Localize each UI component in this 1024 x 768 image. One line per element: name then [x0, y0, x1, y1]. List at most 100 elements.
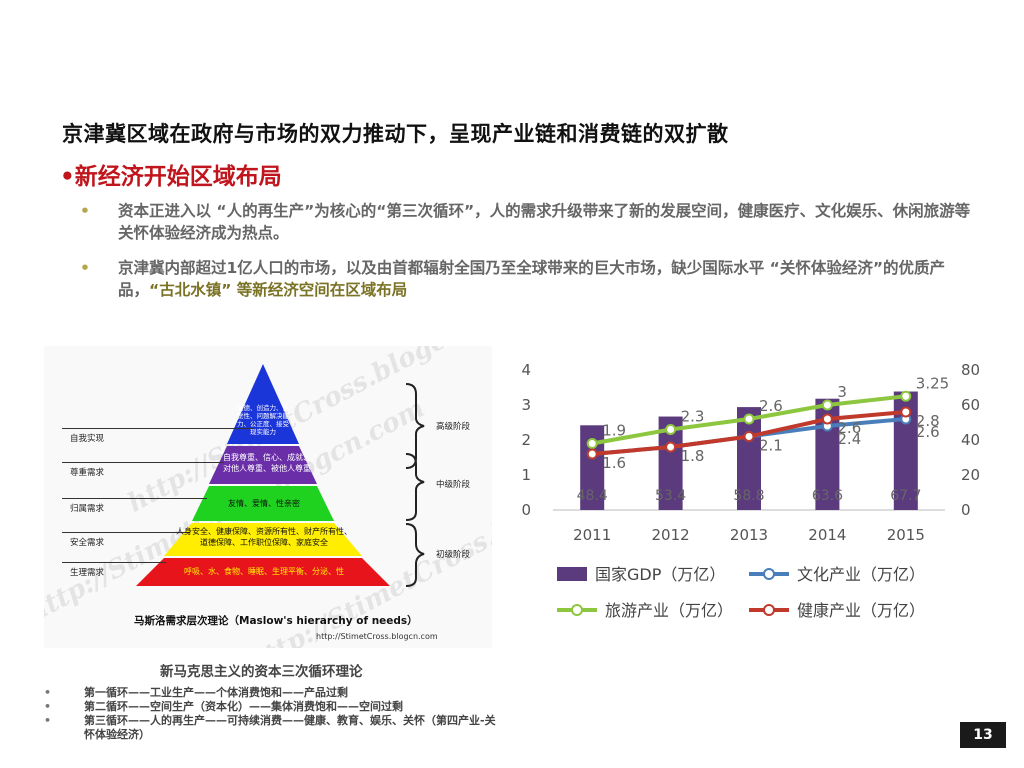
bullet-text: 资本正进入以 “人的再生产”为核心的“第三次循环”，人的需求升级带来了新的发展空… [118, 202, 971, 242]
line-point [900, 406, 912, 418]
theory-item: • 第三循环——人的再生产——可持续消费——健康、教育、娱乐、关怀（第四产业-关怀… [44, 714, 504, 742]
pyramid-level-self-actualization [227, 364, 299, 444]
pyramid-level-physiological [136, 558, 390, 586]
line-label: 2.3 [681, 408, 705, 426]
theory-marker: • [44, 686, 52, 699]
gdp-bar-label: 48.4 [577, 488, 608, 504]
legend-marker-2 [763, 604, 775, 616]
left-axis-tick: 1 [521, 466, 531, 484]
legend-label-0: 文化产业（万亿） [797, 565, 925, 584]
left-axis-tick: 4 [521, 361, 531, 379]
line-point [586, 438, 598, 449]
bullet-item: • 资本正进入以 “人的再生产”为核心的“第三次循环”，人的需求升级带来了新的发… [80, 200, 980, 244]
line-label: 2.4 [837, 430, 861, 448]
legend-marker-0 [763, 568, 775, 580]
theory-list: • 第一循环——工业生产——个体消费饱和——产品过剩 • 第二循环——空间生产（资本… [44, 686, 504, 742]
pyramid-caption: 马斯洛需求层次理论（Maslow's hierarchy of needs） [134, 615, 418, 627]
gdp-bar-label: 53.4 [655, 488, 686, 504]
pyramid-content-esteem: 自我尊重、信心、成就、对他人尊重、被他人尊重 [223, 453, 311, 473]
level-line [162, 428, 254, 429]
gdp-bar-label: 58.8 [733, 488, 764, 504]
legend-label-gdp: 国家GDP（万亿） [595, 565, 725, 584]
line-label: 2.6 [916, 423, 940, 441]
pyramid-content-belonging: 友情、爱情、性亲密 [228, 499, 300, 508]
stage-label-high: 高级阶段 [436, 422, 471, 432]
right-axis-tick: 0 [961, 501, 971, 519]
theory-item-text: 第二循环——空间生产（资本化）——集体消费饱和——空间过剩 [84, 700, 403, 713]
theory-item-text: 第一循环——工业生产——个体消费饱和——产品过剩 [84, 686, 348, 699]
level-name-safety: 安全需求 [62, 532, 162, 552]
page-number: 13 [960, 722, 1006, 748]
line-label: 1.8 [681, 447, 705, 465]
right-axis-tick: 40 [961, 431, 980, 449]
x-axis-tick: 2011 [573, 526, 611, 544]
slide-subtitle: •新经济开始区域布局 [60, 164, 282, 190]
maslow-pyramid-figure: http://StimetCross.blogcn.com http://Sti… [44, 346, 492, 648]
theory-item: • 第一循环——工业生产——个体消费饱和——产品过剩 [44, 686, 504, 700]
line-label: 3 [837, 383, 847, 401]
line-point [665, 441, 677, 453]
pyramid-level-safety [164, 523, 362, 556]
pyramid-content-physiological: 呼吸、水、食物、睡眠、生理平衡、分泌、性 [184, 567, 344, 576]
line-point [900, 390, 912, 402]
x-axis-tick: 2014 [808, 526, 846, 544]
x-axis-tick: 2015 [887, 526, 925, 544]
bullet-highlight: “古北水镇” 等新经济空间在区域布局 [149, 281, 408, 299]
level-name-self: 自我实现 [62, 428, 162, 448]
legend-label-2: 健康产业（万亿） [797, 601, 925, 620]
legend-marker-1 [571, 604, 583, 616]
line-point [821, 399, 833, 411]
pyramid-svg [136, 364, 425, 587]
right-axis-tick: 80 [961, 361, 980, 379]
level-line [162, 562, 166, 563]
bullet-item: • 京津冀内部超过1亿人口的市场，以及由首都辐射全国乃至全球带来的巨大市场，缺少… [80, 257, 980, 301]
line-point [665, 424, 677, 435]
line-point [586, 448, 598, 460]
line-label: 1.6 [602, 454, 626, 472]
bullet-marker: • [80, 259, 90, 277]
line-label: 1.9 [602, 422, 626, 440]
left-axis-tick: 3 [521, 396, 531, 414]
legend-swatch-gdp [557, 567, 587, 581]
left-axis-tick: 2 [521, 431, 531, 449]
pyramid-content-self: 道德、创造力、自觉性、问题解决能力、公正度、接受现实能力 [237, 404, 289, 436]
gdp-bar-label: 67.7 [890, 488, 921, 504]
line-point [743, 431, 755, 442]
pyramid-level-esteem [209, 446, 317, 484]
pyramid-content-safety: 人身安全、健康保障、资源所有性、财产所有性、道德保障、工作职位保障、家庭安全 [176, 527, 352, 547]
theory-item: • 第二循环——空间生产（资本化）——集体消费饱和——空间过剩 [44, 700, 504, 714]
left-axis-tick: 0 [521, 501, 531, 519]
x-axis-tick: 2012 [652, 526, 690, 544]
line-label: 2.8 [916, 412, 940, 430]
line-point [821, 413, 833, 425]
level-name-esteem: 尊重需求 [62, 462, 162, 482]
legend-label-1: 旅游产业（万亿） [605, 601, 733, 620]
line-label: 2.6 [759, 397, 783, 415]
theory-marker: • [44, 700, 52, 713]
theory-marker: • [44, 714, 52, 727]
stage-label-low: 初级阶段 [436, 550, 471, 560]
line-label: 3.25 [916, 374, 949, 392]
line-point [743, 413, 755, 425]
level-name-physiological: 生理需求 [62, 562, 162, 582]
bullet-list: • 资本正进入以 “人的再生产”为核心的“第三次循环”，人的需求升级带来了新的发… [80, 200, 980, 314]
pyramid-level-belonging [192, 486, 334, 521]
bullet-text: 京津冀内部超过1亿人口的市场，以及由首都辐射全国乃至全球带来的巨大市场，缺少国际… [118, 259, 946, 299]
right-axis-tick: 20 [961, 466, 980, 484]
x-axis-tick: 2013 [730, 526, 768, 544]
line-label: 2.1 [759, 437, 783, 455]
level-line [162, 498, 207, 499]
stage-label-mid: 中级阶段 [436, 480, 471, 490]
level-line [162, 462, 224, 463]
theory-title: 新马克思主义的资本三次循环理论 [160, 664, 363, 680]
gdp-bar-label: 63.6 [812, 488, 843, 504]
level-name-belonging: 归属需求 [62, 498, 162, 518]
bullet-marker: • [80, 202, 90, 220]
right-axis-tick: 60 [961, 396, 980, 414]
pyramid-credit: http://StimetCross.blogcn.com [316, 632, 438, 641]
brace-mid [405, 453, 425, 521]
slide-title: 京津冀区域在政府与市场的双力推动下，呈现产业链和消费链的双扩散 [62, 122, 729, 146]
level-line [162, 532, 190, 533]
line-label: 2.6 [837, 419, 861, 437]
